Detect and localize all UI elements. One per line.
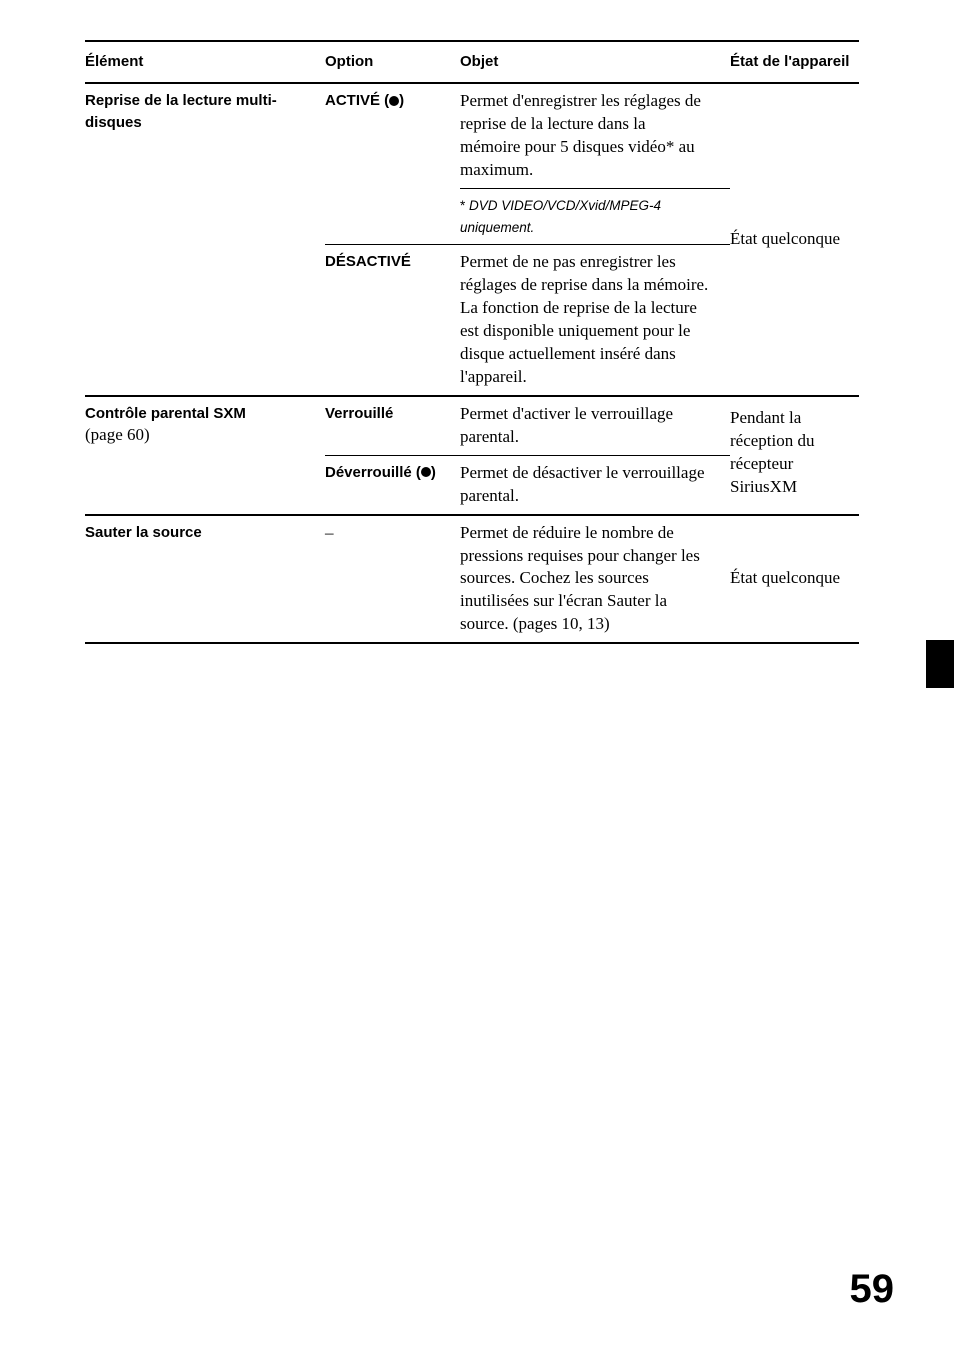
objet-text: Permet de désactiver le verrouillage par… [460, 463, 705, 505]
etat-text: Pendant la réception du récepteur Sirius… [730, 408, 815, 496]
element-cell: Contrôle parental SXM (page 60) [85, 396, 325, 515]
objet-note-cell: * DVD VIDEO/VCD/Xvid/MPEG-4 uniquement. [460, 189, 730, 245]
option-cell: – [325, 515, 460, 644]
option-label-on-suffix: ) [399, 92, 404, 109]
table-row: Reprise de la lecture multi-disques ACTI… [85, 83, 859, 188]
option-cell: Déverrouillé () [325, 455, 460, 514]
objet-text: Permet de réduire le nombre de pressions… [460, 523, 700, 634]
etat-text: État quelconque [730, 568, 840, 587]
table-row: Sauter la source – Permet de réduire le … [85, 515, 859, 644]
option-label-unlocked-suffix: ) [431, 464, 436, 481]
etat-cell: Pendant la réception du récepteur Sirius… [730, 396, 859, 515]
option-cell: DÉSACTIVÉ [325, 245, 460, 396]
default-dot-icon [389, 96, 399, 106]
option-label-on: ACTIVÉ ( [325, 92, 389, 109]
objet-cell: Permet de réduire le nombre de pressions… [460, 515, 730, 644]
option-label: – [325, 523, 334, 542]
default-dot-icon [421, 467, 431, 477]
objet-cell: Permet de désactiver le verrouillage par… [460, 455, 730, 514]
header-element: Élément [85, 41, 325, 83]
objet-cell: Permet d'enregistrer les réglages de rep… [460, 83, 730, 188]
element-label: Reprise de la lecture multi-disques [85, 92, 277, 131]
header-objet: Objet [460, 41, 730, 83]
objet-cell: Permet de ne pas enregistrer les réglage… [460, 245, 730, 396]
option-label-off: DÉSACTIVÉ [325, 253, 411, 270]
objet-cell: Permet d'activer le verrouillage parenta… [460, 396, 730, 455]
header-option: Option [325, 41, 460, 83]
header-etat: État de l'appareil [730, 41, 859, 83]
objet-text: Permet de ne pas enregistrer les réglage… [460, 252, 708, 386]
etat-text: État quelconque [730, 229, 840, 248]
element-label: Contrôle parental SXM [85, 405, 246, 422]
element-label: Sauter la source [85, 524, 202, 541]
page-content: Élément Option Objet État de l'appareil … [0, 0, 954, 644]
etat-cell: État quelconque [730, 515, 859, 644]
element-cell: Sauter la source [85, 515, 325, 644]
table-bottom-rule [85, 643, 859, 644]
element-cell: Reprise de la lecture multi-disques [85, 83, 325, 396]
option-label-unlocked: Déverrouillé ( [325, 464, 421, 481]
table-header-row: Élément Option Objet État de l'appareil [85, 41, 859, 83]
element-subref: (page 60) [85, 425, 150, 444]
option-cell: ACTIVÉ () [325, 83, 460, 244]
note-text: DVD VIDEO/VCD/Xvid/MPEG-4 uniquement. [460, 198, 661, 235]
settings-table: Élément Option Objet État de l'appareil … [85, 40, 859, 644]
objet-text: Permet d'enregistrer les réglages de rep… [460, 91, 701, 179]
objet-text: Permet d'activer le verrouillage parenta… [460, 404, 673, 446]
page-side-tab [926, 640, 954, 688]
option-label-locked: Verrouillé [325, 405, 393, 422]
option-cell: Verrouillé [325, 396, 460, 455]
page-number: 59 [850, 1267, 895, 1312]
etat-cell: État quelconque [730, 83, 859, 396]
note-prefix: * [460, 198, 469, 213]
table-row: Contrôle parental SXM (page 60) Verrouil… [85, 396, 859, 455]
